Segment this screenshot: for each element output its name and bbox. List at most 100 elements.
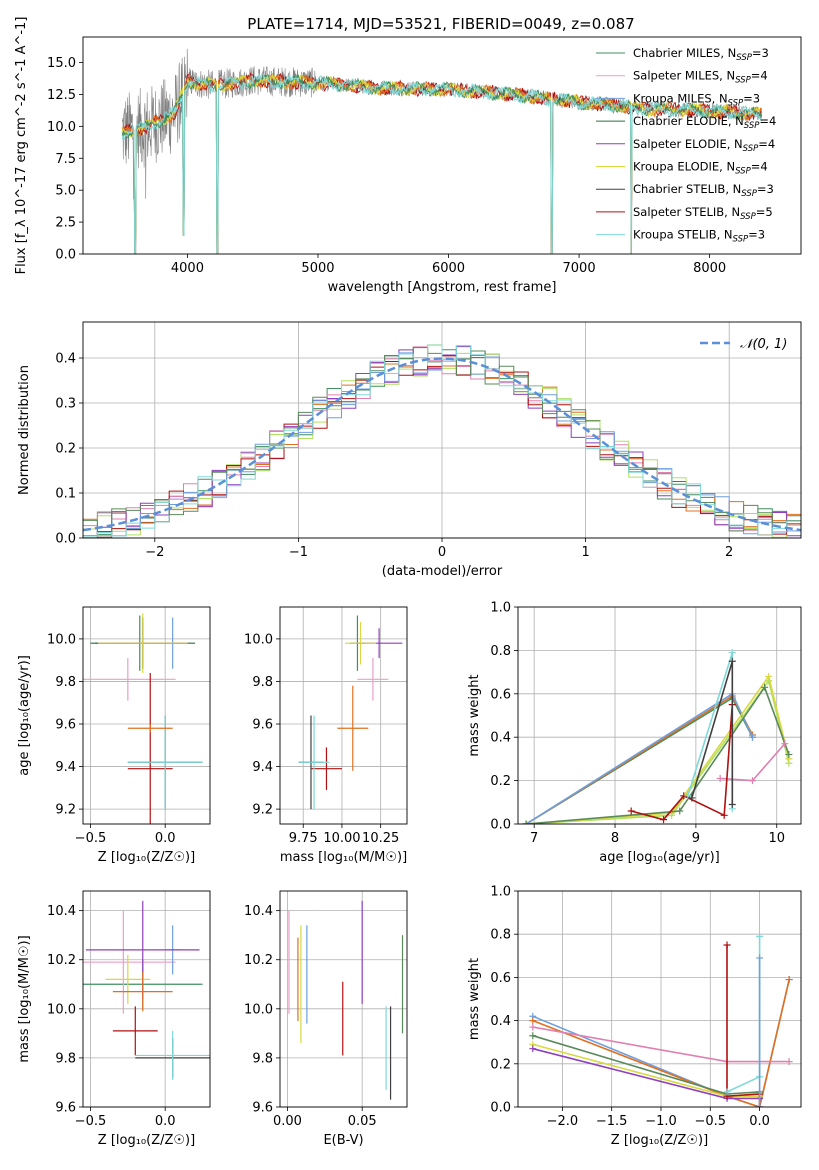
y-tick-label: 2.5 bbox=[55, 216, 76, 231]
legend-entry-suffix: =5 bbox=[756, 205, 773, 219]
y-tick-label: 10.0 bbox=[244, 632, 273, 647]
y-tick-label: 5.0 bbox=[55, 184, 76, 199]
legend-entry-subscript: SSP bbox=[736, 53, 752, 63]
x-tick-label: 0.0 bbox=[155, 831, 176, 846]
weight-series bbox=[525, 692, 754, 824]
y-tick-label: 0.4 bbox=[55, 352, 76, 367]
x-tick-label: 10 bbox=[768, 831, 785, 846]
weight-marker bbox=[529, 1032, 537, 1040]
x-tick-label: 2 bbox=[725, 545, 733, 560]
panel-age-vs-Z: −0.5 0.0 9.2 9.4 9.6 9.8 10.0 Z [log₁₀(Z/Z☉)] ag… bbox=[17, 606, 211, 865]
weight-marker bbox=[781, 740, 789, 748]
weight-marker bbox=[756, 1103, 764, 1107]
weight-marker bbox=[522, 820, 530, 824]
errorbar-point bbox=[135, 1030, 210, 1080]
weight-marker bbox=[688, 794, 696, 802]
x-axis-label: Z [log₁₀(Z/Z☉)] bbox=[611, 1133, 708, 1148]
legend-entry: Kroupa STELIB, NSSP=3 bbox=[633, 228, 765, 245]
legend-entry-suffix: =4 bbox=[751, 69, 768, 83]
legend-entry-suffix: =4 bbox=[751, 160, 768, 174]
weight-marker bbox=[748, 733, 756, 741]
x-tick-label: 9.75 bbox=[289, 831, 318, 846]
y-tick-label: 9.8 bbox=[252, 675, 273, 690]
legend-entry-suffix: =3 bbox=[752, 46, 769, 60]
axes-frame bbox=[279, 890, 408, 1108]
y-axis-label: mass weight bbox=[467, 674, 482, 756]
axes-frame bbox=[82, 890, 211, 1108]
plot-area bbox=[83, 344, 801, 538]
legend-entry-label: Kroupa MILES, N bbox=[633, 91, 728, 105]
weight-series bbox=[726, 936, 761, 1093]
weight-marker bbox=[761, 683, 769, 691]
x-tick-label: 6000 bbox=[432, 261, 465, 276]
legend-entry-label: Kroupa STELIB, N bbox=[633, 228, 733, 242]
legend-entry: Salpeter ELODIE, NSSP=4 bbox=[633, 137, 775, 154]
x-tick-label: 0 bbox=[438, 545, 446, 560]
weight-series bbox=[525, 696, 754, 824]
legend-entry-suffix: =3 bbox=[757, 182, 774, 196]
y-tick-label: 9.2 bbox=[252, 803, 273, 818]
panel-mass-weight-vs-Z: −2.0 −1.5 −1.0 −0.5 0.0 0.0 0.2 0.4 0.6 0.8 1.0 Z [… bbox=[467, 885, 802, 1148]
y-tick-label: 10.0 bbox=[47, 632, 76, 647]
x-tick-label: −1.5 bbox=[596, 1114, 628, 1129]
x-tick-label: 7 bbox=[530, 831, 538, 846]
weight-marker bbox=[728, 800, 736, 808]
weight-series bbox=[526, 685, 790, 824]
x-tick-label: −2.0 bbox=[547, 1114, 579, 1129]
legend-entry: Kroupa MILES, NSSP=3 bbox=[633, 91, 760, 108]
errorbar-point bbox=[345, 621, 377, 665]
weight-marker bbox=[723, 1088, 731, 1096]
errorbar-point bbox=[112, 972, 173, 1012]
x-axis-label: E(B-V) bbox=[323, 1133, 363, 1148]
errorbar-point bbox=[337, 685, 369, 771]
weight-marker bbox=[765, 672, 773, 680]
y-axis-label: mass weight bbox=[467, 958, 482, 1040]
weight-series bbox=[726, 945, 761, 1107]
legend-entry-label: Chabrier STELIB, N bbox=[633, 182, 741, 196]
legend-entry-suffix: =3 bbox=[748, 228, 765, 242]
x-tick-label: 0.0 bbox=[155, 1114, 176, 1129]
legend-entry: Chabrier ELODIE, NSSP=4 bbox=[633, 114, 776, 131]
y-tick-label: 10.0 bbox=[47, 1002, 76, 1017]
y-tick-label: 0.0 bbox=[55, 532, 76, 547]
histogram-series bbox=[83, 344, 801, 537]
axes-frame bbox=[279, 606, 408, 825]
plot-area bbox=[529, 932, 793, 1107]
x-tick-label: 9 bbox=[692, 831, 700, 846]
plot-area bbox=[522, 649, 793, 824]
x-tick-label: 7000 bbox=[563, 261, 596, 276]
y-tick-label: 10.4 bbox=[244, 904, 273, 919]
x-tick-label: −1 bbox=[289, 545, 308, 560]
panel-residuals: −2 −1 0 1 2 0.0 0.1 0.2 0.3 0.4 (data-model)/error… bbox=[17, 321, 802, 579]
x-tick-label: −0.5 bbox=[694, 1114, 726, 1129]
weight-marker bbox=[728, 657, 736, 665]
errorbar-point bbox=[83, 910, 176, 1014]
y-tick-label: 9.8 bbox=[252, 1051, 273, 1066]
axes-frame bbox=[82, 606, 211, 825]
panel-mass-weight-vs-age: 7 8 9 10 0.0 0.2 0.4 0.6 0.8 1.0 age [log₁₀(age/yr… bbox=[467, 601, 802, 865]
panel-age-vs-mass: 9.75 10.00 10.25 9.2 9.4 9.6 9.8 10.0 mass [log₁… bbox=[244, 606, 408, 865]
x-tick-label: 10.25 bbox=[362, 831, 399, 846]
legend-entry: Salpeter STELIB, NSSP=5 bbox=[633, 205, 773, 222]
axes-frame bbox=[82, 36, 802, 255]
x-tick-label: 10.00 bbox=[323, 831, 360, 846]
y-tick-label: 0.8 bbox=[490, 928, 511, 943]
x-axis-label: age [log₁₀(age/yr)] bbox=[599, 850, 720, 865]
axes-frame bbox=[82, 321, 802, 539]
legend-entry-suffix: =4 bbox=[759, 114, 776, 128]
legend-entry-label: Chabrier MILES, N bbox=[633, 46, 736, 60]
errorbar-point bbox=[127, 724, 173, 733]
y-tick-label: 10.0 bbox=[244, 1002, 273, 1017]
legend-entry-suffix: =3 bbox=[743, 91, 760, 105]
legend-entry: Chabrier MILES, NSSP=3 bbox=[633, 46, 769, 63]
model-spectrum bbox=[121, 73, 762, 254]
y-tick-label: 0.2 bbox=[490, 774, 511, 789]
errorbar-point bbox=[83, 658, 176, 701]
y-tick-label: 1.0 bbox=[490, 885, 511, 900]
x-axis-label: mass [log₁₀(M/M☉)] bbox=[280, 850, 407, 865]
x-tick-label: 0.00 bbox=[273, 1114, 302, 1129]
plot-area bbox=[121, 48, 762, 254]
grid bbox=[518, 890, 801, 1108]
errorbar-point bbox=[97, 613, 188, 673]
